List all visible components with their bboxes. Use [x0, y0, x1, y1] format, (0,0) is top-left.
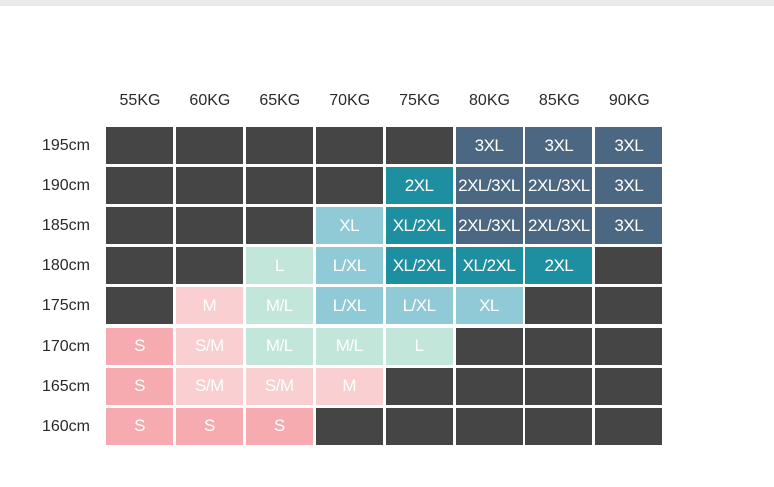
- height-header: 195cm: [41, 137, 90, 154]
- empty-cell: [525, 327, 593, 365]
- weight-header: 85KG: [538, 92, 580, 109]
- empty-cell: [106, 287, 173, 325]
- empty-cell: [175, 127, 243, 164]
- height-header: 160cm: [41, 417, 90, 435]
- size-cell: XL: [455, 287, 523, 325]
- top-edge-line: [0, 0, 774, 6]
- height-header: 190cm: [41, 177, 90, 195]
- height-header: 170cm: [41, 337, 90, 355]
- empty-cell: [106, 167, 173, 205]
- size-cell: 2XL/3XL: [525, 167, 593, 205]
- size-cell: M: [175, 287, 243, 325]
- empty-cell: [245, 207, 313, 245]
- empty-cell: [315, 167, 383, 205]
- size-cell: M/L: [245, 287, 313, 325]
- empty-cell: [525, 287, 593, 325]
- empty-cell: [175, 167, 243, 205]
- empty-cell: [315, 407, 383, 445]
- size-cell: 3XL: [525, 127, 593, 164]
- size-cell: L/XL: [385, 287, 453, 325]
- empty-cell: [595, 407, 663, 445]
- empty-cell: [106, 207, 173, 245]
- empty-cell: [245, 127, 313, 164]
- size-cell: M/L: [315, 327, 383, 365]
- size-cell: L: [385, 327, 453, 365]
- empty-cell: [175, 207, 243, 245]
- weight-header: 90KG: [608, 92, 650, 109]
- weight-header: 75KG: [399, 92, 441, 109]
- empty-cell: [106, 127, 173, 164]
- size-cell: S: [175, 407, 243, 445]
- size-cell: S/M: [175, 327, 243, 365]
- size-cell: L: [245, 247, 313, 285]
- size-cell: 2XL/3XL: [455, 207, 523, 245]
- size-cell: S/M: [175, 367, 243, 405]
- size-cell: 3XL: [595, 167, 663, 205]
- size-cell: 2XL/3XL: [525, 207, 593, 245]
- empty-cell: [595, 327, 663, 365]
- size-cell: 3XL: [595, 207, 663, 245]
- height-header: 165cm: [41, 377, 90, 395]
- empty-cell: [595, 287, 663, 325]
- empty-cell: [385, 127, 453, 164]
- size-cell: S: [106, 367, 173, 405]
- size-cell: XL/2XL: [385, 247, 453, 285]
- size-cell: S: [106, 407, 173, 445]
- size-cell: M: [315, 367, 383, 405]
- size-cell: XL/2XL: [455, 247, 523, 285]
- height-header: 180cm: [41, 257, 90, 275]
- weight-header: 65KG: [259, 92, 301, 109]
- size-cell: 2XL/3XL: [455, 167, 523, 205]
- size-cell: S/M: [245, 367, 313, 405]
- empty-cell: [106, 247, 173, 285]
- size-cell: 2XL: [385, 167, 453, 205]
- weight-header: 60KG: [189, 92, 231, 109]
- weight-header: 70KG: [329, 92, 371, 109]
- empty-cell: [455, 327, 523, 365]
- size-cell: XL/2XL: [385, 207, 453, 245]
- size-cell: L/XL: [315, 247, 383, 285]
- size-cell: M/L: [245, 327, 313, 365]
- empty-cell: [525, 367, 593, 405]
- empty-cell: [455, 407, 523, 445]
- empty-cell: [385, 407, 453, 445]
- empty-cell: [245, 167, 313, 205]
- empty-cell: [385, 367, 453, 405]
- empty-cell: [315, 127, 383, 164]
- empty-cell: [455, 367, 523, 405]
- weight-header: 80KG: [469, 92, 510, 109]
- size-cell: 2XL: [525, 247, 593, 285]
- height-header: 185cm: [41, 217, 90, 235]
- empty-cell: [175, 247, 243, 285]
- size-cell: 3XL: [455, 127, 523, 164]
- size-cell: S: [245, 407, 313, 445]
- empty-cell: [525, 407, 593, 445]
- empty-cell: [595, 247, 663, 285]
- weight-header: 55KG: [119, 92, 161, 109]
- size-cell: L/XL: [315, 287, 383, 325]
- height-header: 175cm: [41, 297, 90, 315]
- size-cell: XL: [315, 207, 383, 245]
- empty-cell: [595, 367, 663, 405]
- size-cell: 3XL: [595, 127, 663, 164]
- size-cell: S: [106, 327, 173, 365]
